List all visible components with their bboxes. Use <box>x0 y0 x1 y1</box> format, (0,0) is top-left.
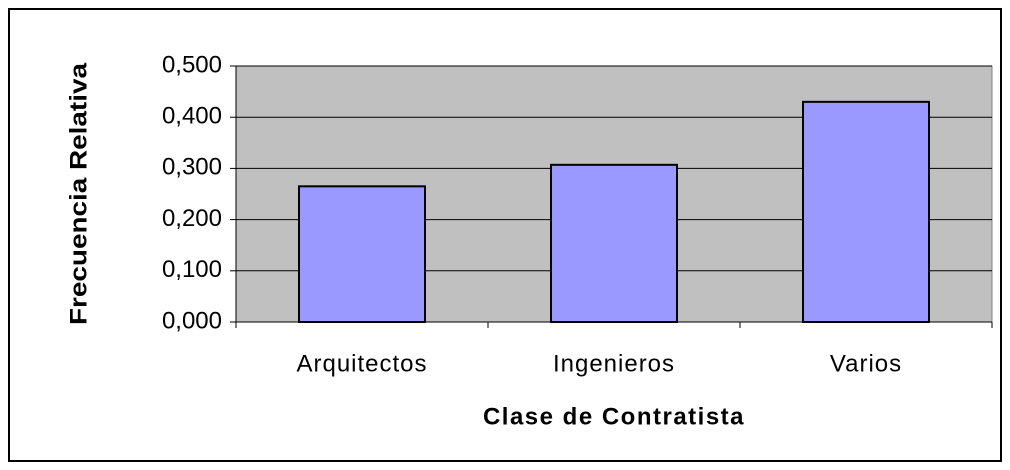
x-tick-label: Arquitectos <box>296 350 427 377</box>
x-axis-title: Clase de Contratista <box>483 403 745 430</box>
y-tick-label: 0,400 <box>162 103 222 130</box>
y-tick-label: 0,500 <box>162 51 222 78</box>
x-tick-label: Ingenieros <box>553 350 675 377</box>
bar <box>298 185 426 323</box>
bar <box>802 100 930 323</box>
y-axis-title: Frecuencia Relativa <box>65 62 92 325</box>
y-tick-label: 0,200 <box>162 205 222 232</box>
x-tick-label: Varios <box>830 350 902 377</box>
y-tick-label: 0,000 <box>162 307 222 334</box>
y-tick-label: 0,300 <box>162 154 222 181</box>
y-tick-label: 0,100 <box>162 256 222 283</box>
bar <box>550 163 678 323</box>
